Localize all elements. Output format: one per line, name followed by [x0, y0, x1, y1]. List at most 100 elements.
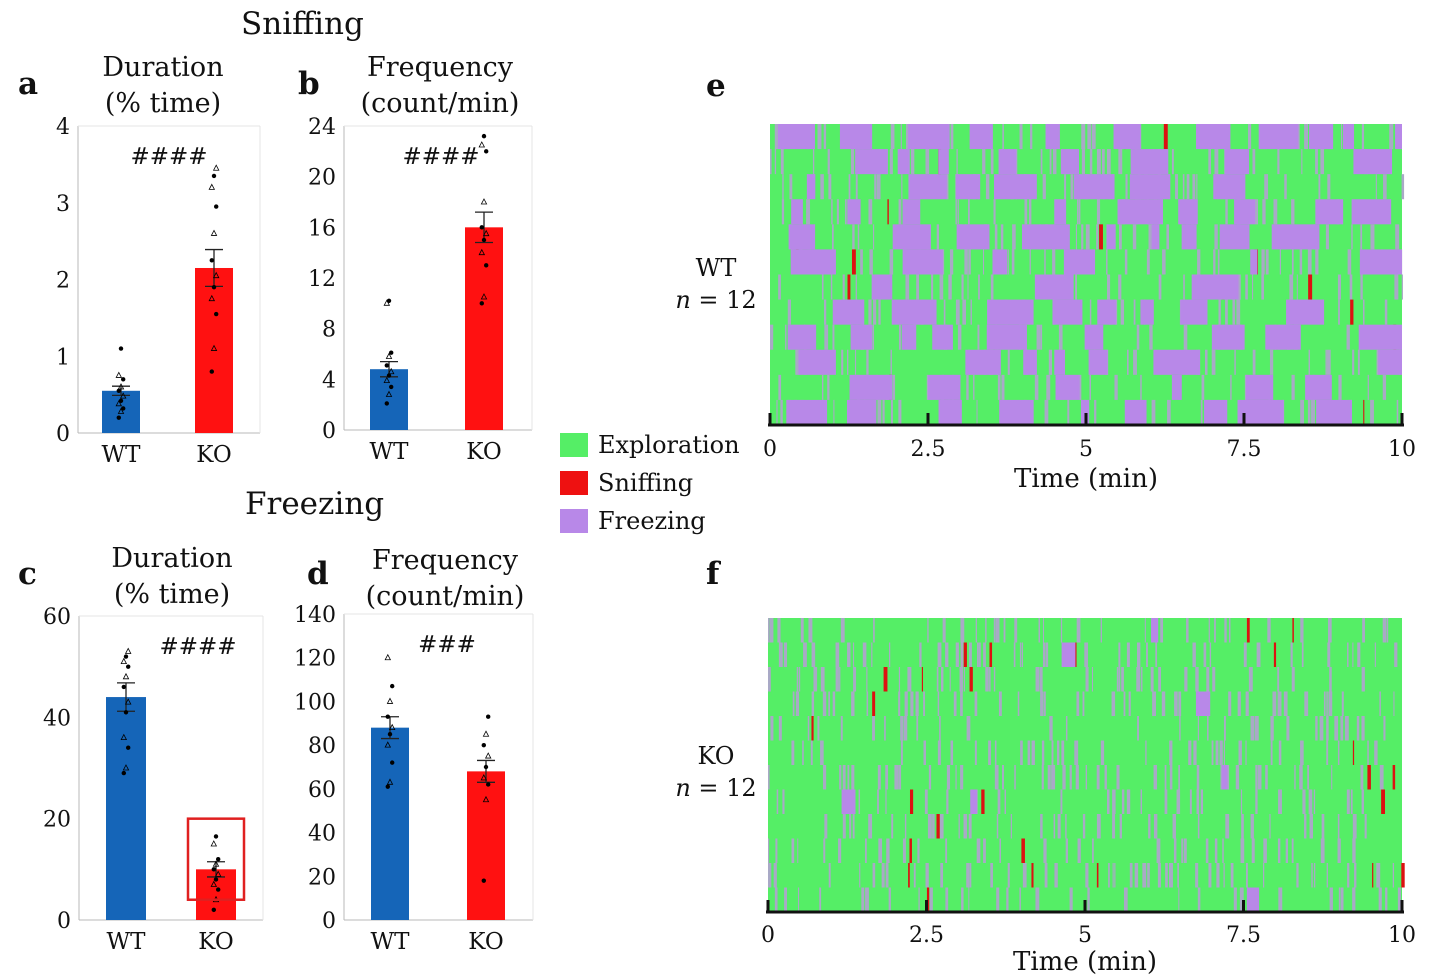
raster-event [1321, 814, 1325, 839]
raster-event [1240, 789, 1243, 814]
raster-event [964, 249, 968, 275]
raster-event [1327, 349, 1331, 375]
raster-event [1313, 789, 1316, 814]
chart-b-title: Frequency (count/min) [340, 50, 540, 122]
raster-event [808, 618, 813, 643]
raster-freezing-episode [1196, 124, 1231, 150]
raster-freezing-episode [777, 124, 815, 150]
raster-event [1346, 789, 1350, 814]
raster-event [969, 667, 973, 692]
raster-event [1278, 789, 1282, 814]
raster-event [1137, 716, 1139, 741]
raster-event [1346, 324, 1350, 350]
raster-event [1043, 838, 1047, 863]
data-point [121, 377, 126, 382]
raster-event [1178, 887, 1180, 912]
raster-event [883, 667, 888, 692]
raster-event [1315, 149, 1318, 175]
raster-event [1031, 863, 1034, 888]
raster-x-tick-label: 0 [763, 437, 777, 462]
raster-event [1234, 349, 1236, 375]
panel-letter-f: f [706, 556, 720, 592]
raster-event [966, 863, 970, 888]
raster-event [995, 618, 1000, 643]
y-tick-label: 20 [43, 808, 71, 833]
raster-event [918, 887, 920, 912]
raster-freezing-episode [1181, 224, 1197, 250]
raster-event [1308, 349, 1310, 375]
raster-event [968, 887, 970, 912]
raster-event [841, 349, 844, 375]
data-point [388, 723, 396, 731]
raster-event [1252, 149, 1256, 175]
raster-event [1193, 740, 1197, 765]
raster-event [1396, 399, 1399, 425]
raster-event [1326, 863, 1328, 888]
raster-event [877, 765, 881, 790]
raster-event [923, 691, 926, 716]
raster-event [1367, 740, 1369, 765]
x-tick-label: WT [107, 929, 147, 955]
raster-event [904, 814, 907, 839]
raster-event [1169, 740, 1173, 765]
raster-event [795, 349, 800, 375]
raster-freezing-episode [790, 249, 836, 275]
raster-event [963, 642, 967, 667]
y-tick-label: 4 [56, 115, 70, 140]
raster-event [940, 863, 944, 888]
raster-freezing-episode [902, 199, 921, 225]
raster-event [1057, 814, 1061, 839]
legend-item-sniffing: Sniffing [560, 464, 740, 502]
raster-event [1077, 199, 1079, 225]
data-point [121, 406, 126, 411]
raster-event [824, 299, 827, 325]
raster-event [1136, 667, 1141, 692]
raster-event [835, 667, 839, 692]
raster-event [887, 199, 889, 225]
raster-event [778, 642, 783, 667]
data-point [123, 710, 129, 715]
raster-event [1145, 740, 1147, 765]
raster-event [904, 691, 908, 716]
raster-event [842, 765, 846, 790]
raster-event [855, 274, 857, 300]
raster-event [1119, 814, 1122, 839]
data-point [209, 369, 214, 374]
raster-event [1042, 642, 1046, 667]
raster-event [1349, 274, 1353, 300]
raster-event [800, 618, 804, 643]
raster-event [1201, 374, 1205, 400]
raster-freezing-episode [1271, 224, 1320, 250]
data-point [117, 383, 125, 390]
raster-event [909, 838, 912, 863]
raster-freezing-episode [986, 324, 1027, 350]
y-tick-label: 60 [308, 778, 336, 803]
raster-event [778, 716, 782, 741]
raster-event [852, 814, 855, 839]
raster-event [1209, 642, 1212, 667]
raster-event [1273, 199, 1278, 225]
raster-event [1269, 814, 1271, 839]
legend-label-exploration: Exploration [598, 431, 740, 459]
raster-event [1169, 765, 1173, 790]
raster-event [1106, 149, 1111, 175]
raster-freezing-episode [839, 124, 873, 150]
raster-event [898, 667, 901, 692]
raster-freezing-episode [1129, 174, 1171, 200]
raster-event [1118, 149, 1123, 175]
raster-event [1211, 349, 1216, 375]
raster-event [1186, 618, 1189, 643]
raster-event [878, 838, 883, 863]
raster-e-group-label: WT n = 12 [674, 252, 758, 316]
raster-event [1254, 716, 1259, 741]
raster-event [813, 667, 818, 692]
bar-wt [106, 697, 146, 920]
raster-event [998, 691, 1002, 716]
raster-event [1270, 740, 1273, 765]
raster-event [1192, 174, 1196, 200]
raster-event [1230, 374, 1232, 400]
raster-event [1091, 667, 1094, 692]
raster-event [978, 642, 981, 667]
raster-event [1327, 174, 1331, 200]
data-point [385, 714, 390, 719]
